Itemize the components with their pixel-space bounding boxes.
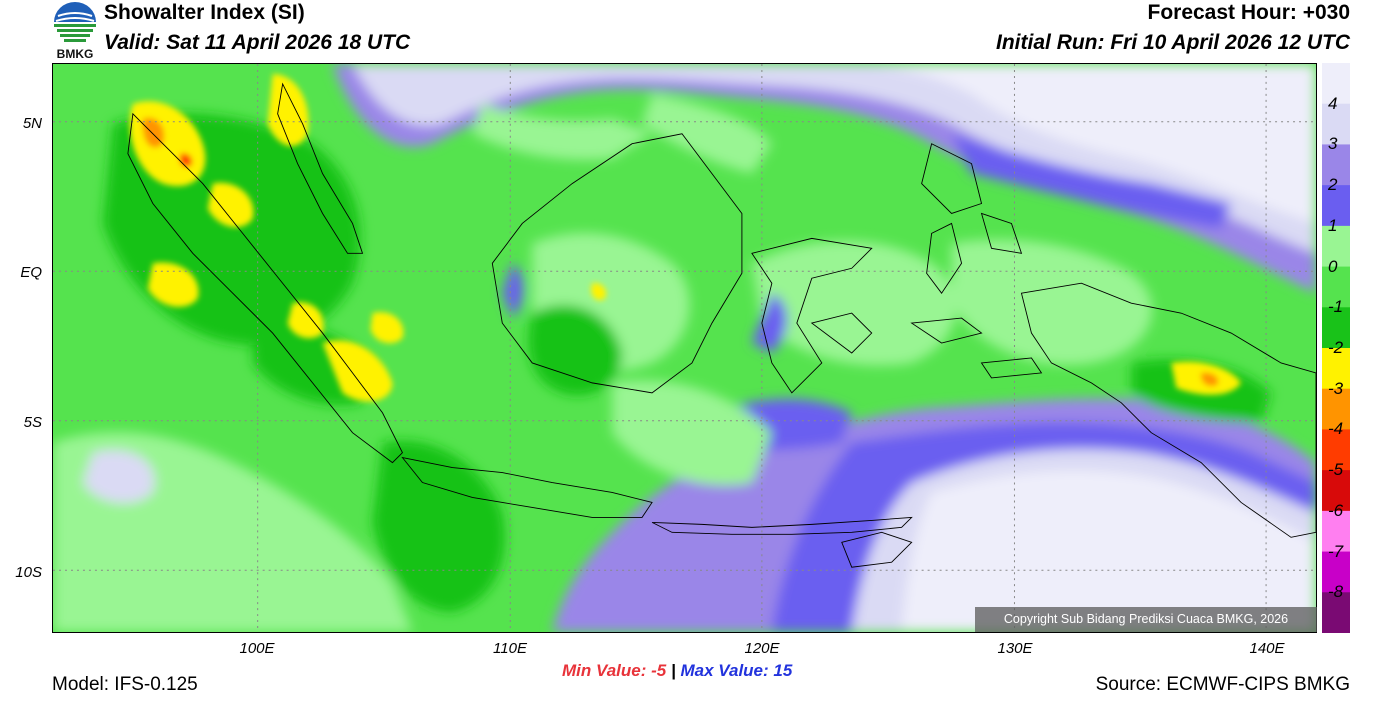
forecast-hour: Forecast Hour: +030 bbox=[1147, 1, 1351, 24]
max-value-label: Max Value: bbox=[680, 661, 769, 680]
showalter-index-map bbox=[52, 63, 1317, 633]
lat-label-eq: EQ bbox=[20, 264, 42, 281]
colorbar-label: 4 bbox=[1328, 93, 1338, 113]
colorbar-swatch bbox=[1322, 266, 1350, 308]
colorbar-swatch bbox=[1322, 551, 1350, 593]
bmkg-logo-icon: BMKG bbox=[54, 2, 96, 60]
colorbar-swatch bbox=[1322, 103, 1350, 145]
lat-label-5s: 5S bbox=[23, 414, 42, 431]
colorbar-label: 3 bbox=[1328, 134, 1338, 154]
lon-label-140e: 140E bbox=[1249, 640, 1285, 657]
colorbar-swatch bbox=[1322, 63, 1350, 105]
lon-label-100e: 100E bbox=[239, 640, 275, 657]
colorbar-label: -5 bbox=[1328, 460, 1344, 480]
colorbar-label: -7 bbox=[1328, 541, 1344, 561]
lat-label-10s: 10S bbox=[15, 564, 42, 581]
chart-title: Showalter Index (SI) bbox=[104, 1, 305, 24]
colorbar-label: -2 bbox=[1328, 338, 1344, 357]
max-value: 15 bbox=[773, 661, 793, 680]
colorbar-swatch bbox=[1322, 592, 1350, 633]
min-max-values: Min Value: -5 | Max Value: 15 bbox=[562, 661, 792, 681]
colorbar-swatch bbox=[1322, 348, 1350, 390]
colorbar-swatch bbox=[1322, 388, 1350, 430]
lon-label-130e: 130E bbox=[997, 640, 1033, 657]
min-max-separator: | bbox=[670, 661, 676, 680]
colorbar-swatch bbox=[1322, 470, 1350, 512]
min-value: -5 bbox=[651, 661, 667, 680]
copyright-notice: Copyright Sub Bidang Prediksi Cuaca BMKG… bbox=[975, 607, 1317, 632]
colorbar bbox=[1322, 63, 1350, 633]
min-value-label: Min Value: bbox=[562, 661, 647, 680]
data-source: Source: ECMWF-CIPS BMKG bbox=[1095, 674, 1350, 695]
lon-label-110e: 110E bbox=[493, 640, 527, 657]
colorbar-label: 1 bbox=[1328, 215, 1338, 235]
colorbar-label: -4 bbox=[1328, 419, 1344, 439]
colorbar-swatch bbox=[1322, 185, 1350, 227]
model-name: Model: IFS-0.125 bbox=[52, 674, 198, 695]
colorbar-label: -8 bbox=[1328, 582, 1344, 602]
valid-time: Valid: Sat 11 April 2026 18 UTC bbox=[104, 31, 411, 54]
logo-text: BMKG bbox=[57, 47, 94, 60]
colorbar-label: 2 bbox=[1328, 175, 1338, 195]
colorbar-swatch bbox=[1322, 144, 1350, 186]
colorbar-label: -3 bbox=[1328, 378, 1344, 398]
colorbar-label: -6 bbox=[1328, 500, 1344, 520]
colorbar-swatch bbox=[1322, 429, 1350, 471]
lon-label-120e: 120E bbox=[744, 640, 780, 657]
initial-run: Initial Run: Fri 10 April 2026 12 UTC bbox=[996, 31, 1350, 54]
colorbar-swatch bbox=[1322, 307, 1350, 349]
colorbar-label: -1 bbox=[1328, 297, 1344, 317]
lat-label-5n: 5N bbox=[22, 115, 42, 132]
colorbar-label: 0 bbox=[1328, 256, 1338, 276]
colorbar-swatch bbox=[1322, 510, 1350, 553]
colorbar-swatch bbox=[1322, 225, 1350, 268]
